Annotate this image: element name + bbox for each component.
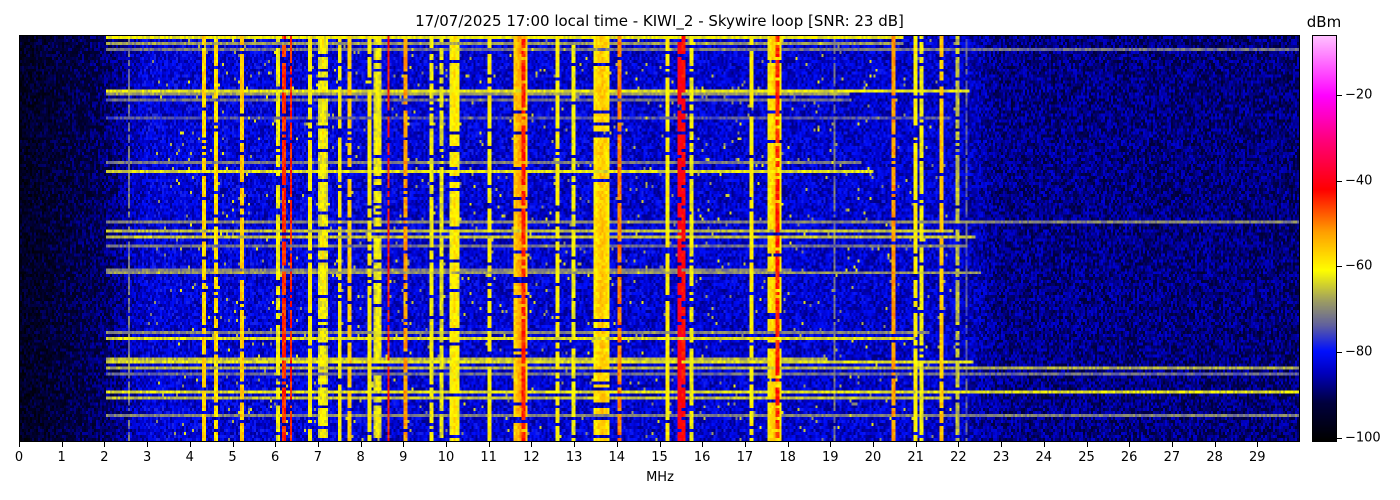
x-tick-label: 22 <box>950 450 967 465</box>
colorbar-tick-label: −60 <box>1345 258 1373 274</box>
x-tick-label: 11 <box>480 450 497 465</box>
x-tick-label: 6 <box>271 450 280 465</box>
x-tick-label: 24 <box>1035 450 1053 465</box>
colorbar-tick <box>1337 180 1342 182</box>
x-tick-label: 8 <box>356 450 365 465</box>
x-tick-label: 26 <box>1120 450 1138 465</box>
x-tick-label: 17 <box>736 450 754 465</box>
colorbar-gradient <box>1313 36 1336 441</box>
x-tick <box>189 442 191 447</box>
x-tick-label: 0 <box>14 450 24 465</box>
x-tick <box>1129 442 1131 447</box>
x-tick <box>659 442 661 447</box>
x-tick-label: 19 <box>822 450 839 465</box>
x-tick-label: 25 <box>1078 450 1095 465</box>
x-tick-label: 4 <box>185 450 194 465</box>
x-tick <box>317 442 319 447</box>
spectrogram-heatmap <box>20 36 1299 441</box>
x-tick <box>1171 442 1173 447</box>
x-tick-label: 2 <box>100 450 109 465</box>
x-tick-label: 1 <box>57 450 66 465</box>
x-tick <box>403 442 405 447</box>
x-tick <box>616 442 618 447</box>
x-tick <box>744 442 746 447</box>
colorbar-tick <box>1337 266 1342 268</box>
x-tick-label: 5 <box>228 450 237 465</box>
x-tick-label: 28 <box>1206 450 1223 465</box>
x-tick-label: 3 <box>142 450 152 465</box>
spectrogram-plot-area <box>19 35 1300 442</box>
x-tick-label: 16 <box>693 450 711 465</box>
x-tick-label: 21 <box>907 450 924 465</box>
chart-title: 17/07/2025 17:00 local time - KIWI_2 - S… <box>415 12 904 30</box>
x-tick-label: 27 <box>1163 450 1181 465</box>
x-tick-label: 29 <box>1249 450 1266 465</box>
x-tick <box>787 442 789 447</box>
x-tick <box>360 442 362 447</box>
x-tick <box>873 442 874 447</box>
x-tick <box>1086 442 1088 447</box>
colorbar-tick <box>1337 352 1342 354</box>
x-tick-label: 13 <box>565 450 583 465</box>
x-tick <box>61 442 63 447</box>
colorbar-label: dBm <box>1306 13 1342 31</box>
x-tick <box>232 442 234 447</box>
x-tick <box>702 442 704 447</box>
x-tick <box>19 442 20 447</box>
colorbar-tick-label: −20 <box>1345 87 1373 103</box>
colorbar-tick <box>1337 94 1342 96</box>
x-tick-label: 23 <box>992 450 1010 465</box>
x-tick <box>1043 442 1045 447</box>
x-tick-label: 15 <box>651 450 668 465</box>
x-tick <box>104 442 106 447</box>
colorbar-tick-label: −40 <box>1345 173 1373 189</box>
x-tick <box>147 442 149 447</box>
colorbar-tick-label: −80 <box>1345 344 1373 360</box>
x-tick <box>488 442 490 447</box>
x-tick <box>1257 442 1259 447</box>
colorbar <box>1312 35 1337 442</box>
x-tick <box>1001 442 1003 447</box>
x-tick <box>830 442 832 447</box>
colorbar-tick-label: −100 <box>1345 430 1381 446</box>
x-tick <box>446 442 447 447</box>
x-tick-label: 18 <box>779 450 796 465</box>
x-tick <box>915 442 917 447</box>
x-tick-label: 14 <box>608 450 626 465</box>
x-tick <box>958 442 960 447</box>
x-tick <box>275 442 277 447</box>
x-tick-label: 9 <box>399 450 408 465</box>
x-tick <box>574 442 576 447</box>
x-axis-label: MHz <box>646 470 674 485</box>
x-tick-label: 12 <box>523 450 540 465</box>
colorbar-tick <box>1337 437 1342 439</box>
x-tick-label: 10 <box>437 450 455 465</box>
x-tick-label: 20 <box>864 450 882 465</box>
x-tick <box>531 442 533 447</box>
x-tick <box>1214 442 1216 447</box>
x-tick-label: 7 <box>313 450 323 465</box>
